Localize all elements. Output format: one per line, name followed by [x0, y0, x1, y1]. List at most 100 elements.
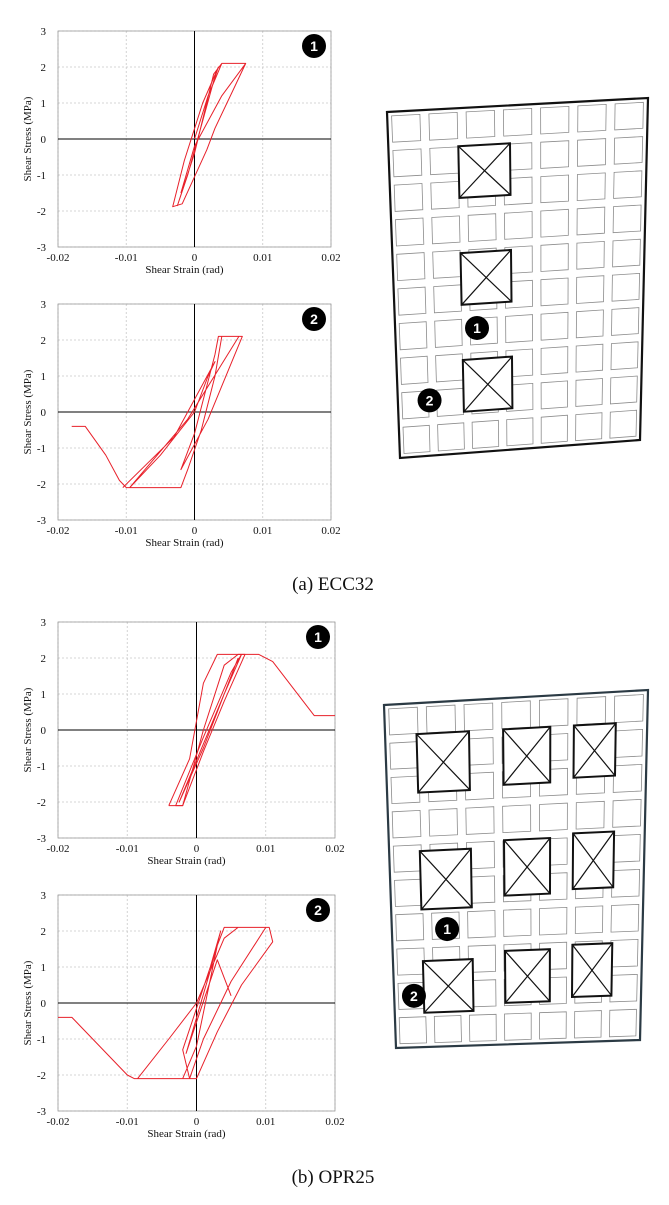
y-tick-label: -1: [37, 761, 46, 773]
x-tick-label: -0.01: [116, 1116, 139, 1128]
location-badge-label: 1: [314, 629, 322, 645]
x-tick-label: 0.01: [253, 525, 272, 537]
x-tick-label: 0: [194, 843, 200, 855]
chart-a-1: -0.02 -0.01 0 0.01 0.02 -3 -2 -1 0 1 2 3 Shear Strai…: [22, 26, 341, 276]
y-tick-label: -1: [37, 170, 46, 182]
masonry-unit: [540, 105, 570, 135]
wall-location-badge: [417, 388, 442, 413]
masonry-unit: [400, 355, 429, 385]
masonry-unit: [463, 702, 494, 732]
masonry-unit: [465, 806, 495, 835]
y-axis-label: Shear Stress (MPa): [22, 687, 34, 772]
chart-b-2: -0.02 -0.01 0 0.01 0.02 -3 -2 -1 0 1 2 3 Shear Strai…: [22, 890, 345, 1140]
masonry-unit: [610, 341, 639, 371]
y-tick-label: 3: [41, 26, 47, 38]
masonry-unit: [390, 775, 421, 805]
masonry-unit: [393, 183, 424, 212]
hysteresis-curve: [172, 62, 247, 208]
x-tick-label: 0.01: [256, 843, 275, 855]
masonry-unit: [395, 913, 425, 942]
masonry-unit: [394, 217, 425, 247]
location-badge: [306, 625, 330, 649]
x-tick-label: -0.01: [116, 843, 139, 855]
masonry-unit: [391, 113, 422, 143]
masonry-unit: [609, 409, 638, 439]
wall-location-badge: [465, 315, 490, 340]
y-tick-label: 0: [41, 998, 47, 1010]
y-tick-label: 1: [41, 962, 47, 974]
masonry-unit: [504, 1012, 532, 1041]
masonry-unit: [398, 1016, 428, 1045]
y-tick-label: 0: [41, 725, 47, 737]
masonry-unit: [539, 1011, 567, 1040]
masonry-unit: [577, 103, 607, 133]
masonry-unit: [502, 107, 533, 137]
opening-diagonal: [571, 942, 613, 998]
opening-diagonal: [503, 726, 551, 786]
wall-location-badge: [435, 917, 460, 942]
y-tick-label: -2: [37, 479, 46, 491]
masonry-unit: [467, 910, 496, 939]
x-tick-label: 0: [192, 252, 198, 264]
masonry-unit: [471, 419, 500, 449]
y-tick-label: -1: [37, 1034, 46, 1046]
y-axis-label: Shear Stress (MPa): [22, 960, 34, 1045]
masonry-unit: [430, 180, 460, 210]
y-tick-label: -2: [37, 206, 46, 218]
y-tick-label: 3: [41, 299, 47, 311]
masonry-unit: [540, 140, 570, 169]
masonry-unit: [540, 208, 569, 238]
masonry-unit: [540, 174, 570, 204]
y-tick-label: -1: [37, 443, 46, 455]
masonry-unit: [398, 321, 428, 351]
x-tick-label: -0.02: [47, 1116, 70, 1128]
opening-diagonal: [420, 848, 472, 910]
location-badge-label: 2: [314, 902, 322, 918]
masonry-unit: [576, 275, 605, 304]
x-tick-label: -0.02: [47, 843, 70, 855]
chart-a-2: -0.02 -0.01 0 0.01 0.02 -3 -2 -1 0 1 2 3 Shear Strai…: [22, 299, 341, 549]
masonry-unit: [540, 311, 569, 341]
masonry-unit: [612, 238, 641, 268]
location-badge-label: 1: [310, 38, 318, 54]
x-tick-label: 0.01: [253, 252, 272, 264]
masonry-unit: [576, 172, 606, 202]
x-tick-label: 0.02: [321, 252, 340, 264]
y-tick-label: 2: [41, 926, 47, 938]
x-tick-label: 0.02: [325, 1116, 344, 1128]
y-tick-label: -2: [37, 797, 46, 809]
y-tick-label: -3: [37, 833, 47, 845]
x-tick-label: -0.01: [115, 525, 138, 537]
masonry-unit: [540, 414, 568, 444]
y-tick-label: -3: [37, 242, 47, 254]
masonry-unit: [539, 802, 568, 832]
masonry-unit: [540, 277, 569, 307]
masonry-unit: [465, 109, 496, 139]
x-axis-label: Shear Strain (rad): [145, 264, 224, 276]
x-tick-label: 0.02: [321, 525, 340, 537]
masonry-unit: [612, 204, 642, 234]
caption-b: (b) OPR25: [292, 1167, 375, 1188]
wall-diagram-opr25: 12: [382, 688, 650, 1050]
masonry-unit: [397, 286, 427, 316]
chart-b-1: -0.02 -0.01 0 0.01 0.02 -3 -2 -1 0 1 2 3 Shear Strai…: [22, 617, 345, 867]
masonry-unit: [613, 694, 644, 724]
wall-location-badge-label: 2: [410, 988, 418, 1004]
masonry-unit: [428, 111, 459, 141]
masonry-unit: [575, 378, 603, 407]
opening-diagonal: [458, 142, 511, 199]
y-tick-label: 2: [41, 653, 47, 665]
x-axis-label: Shear Strain (rad): [147, 855, 226, 867]
masonry-unit: [575, 800, 605, 830]
x-tick-label: -0.02: [47, 252, 70, 264]
masonry-unit: [467, 213, 497, 242]
opening-diagonal: [573, 722, 617, 779]
masonry-unit: [576, 206, 606, 236]
masonry-unit: [613, 136, 644, 165]
x-axis-label: Shear Strain (rad): [147, 1128, 226, 1140]
y-tick-label: 0: [41, 134, 47, 146]
masonry-unit: [575, 309, 604, 339]
masonry-unit: [433, 1015, 462, 1044]
masonry-unit: [610, 903, 640, 933]
opening-diagonal: [461, 249, 512, 306]
